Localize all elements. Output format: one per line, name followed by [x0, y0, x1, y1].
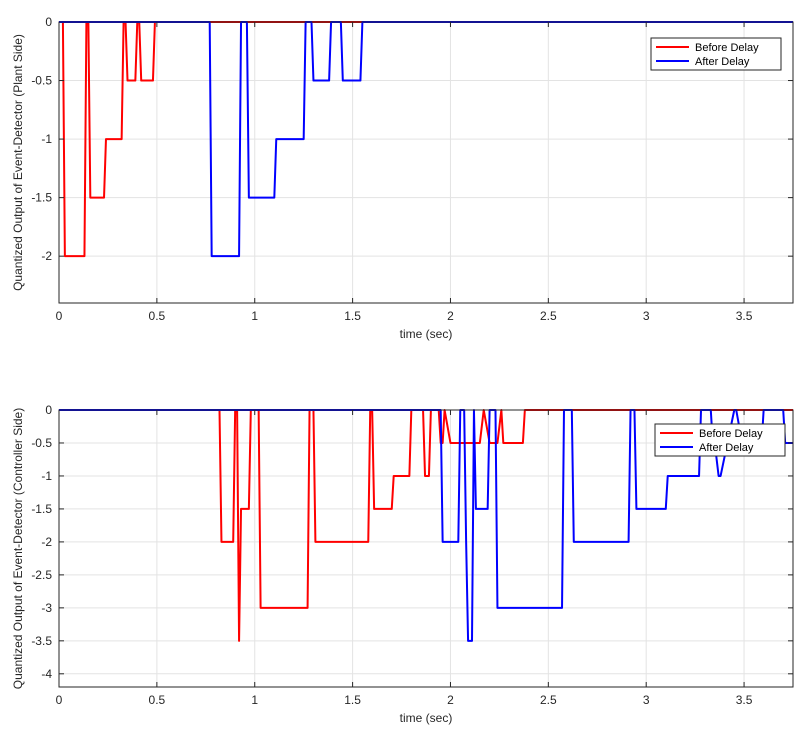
y-tick-label: -1	[41, 132, 52, 146]
x-tick-label: 1.5	[344, 693, 361, 707]
axes-box	[58, 21, 794, 304]
x-tick-label: 2	[447, 693, 454, 707]
x-tick-label: 0.5	[149, 693, 166, 707]
legend: Before Delay After Delay	[650, 37, 782, 71]
y-tick-label: 0	[45, 403, 52, 417]
x-tick-label: 2.5	[540, 693, 557, 707]
y-tick-label: 0	[45, 15, 52, 29]
y-axis-label: Quantized Output of Event-Detector (Cont…	[11, 408, 25, 689]
x-axis-label: time (sec)	[400, 327, 453, 341]
chart-1: 0 0.5 1 1.5 2 2.5 3 3.5 0 -0.5 -1 -1.5 -2 time (sec) Q…	[11, 15, 794, 341]
grid	[59, 22, 793, 303]
x-tick-label: 2.5	[540, 309, 557, 323]
x-tick-label: 0.5	[149, 309, 166, 323]
y-tick-label: -0.5	[31, 436, 52, 450]
chart-2: 0 0.5 1 1.5 2 2.5 3 3.5 0 -0.5 -1 -1.5 -2 -2.5 -3 -3.5 -…	[11, 403, 794, 725]
y-axis-label: Quantized Output of Event-Detector (Plan…	[11, 34, 25, 291]
legend-label: Before Delay	[699, 428, 763, 440]
x-tick-label: 0	[56, 693, 63, 707]
y-tick-label: -3	[41, 601, 52, 615]
y-tick-label: -1.5	[31, 191, 52, 205]
y-tick-label: -0.5	[31, 74, 52, 88]
x-tick-label: 2	[447, 309, 454, 323]
y-tick-label: -1.5	[31, 502, 52, 516]
axes-box	[58, 409, 794, 688]
y-tick-label: -2.5	[31, 568, 52, 582]
y-tick-label: -4	[41, 667, 52, 681]
x-axis-label: time (sec)	[400, 711, 453, 725]
y-tick-label: -2	[41, 249, 52, 263]
y-tick-label: -2	[41, 535, 52, 549]
legend-label: After Delay	[695, 56, 750, 68]
x-tick-label: 3.5	[736, 309, 753, 323]
x-tick-label: 3.5	[736, 693, 753, 707]
x-tick-label: 0	[56, 309, 63, 323]
y-tick-label: -3.5	[31, 634, 52, 648]
legend: Before Delay After Delay	[654, 423, 786, 457]
legend-label: After Delay	[699, 442, 754, 454]
y-tick-label: -1	[41, 469, 52, 483]
x-tick-label: 1	[251, 693, 258, 707]
x-tick-label: 1.5	[344, 309, 361, 323]
x-tick-label: 1	[251, 309, 258, 323]
legend-box	[654, 423, 786, 457]
x-tick-label: 3	[643, 693, 650, 707]
legend-label: Before Delay	[695, 42, 759, 54]
legend-box	[650, 37, 782, 71]
x-tick-label: 3	[643, 309, 650, 323]
